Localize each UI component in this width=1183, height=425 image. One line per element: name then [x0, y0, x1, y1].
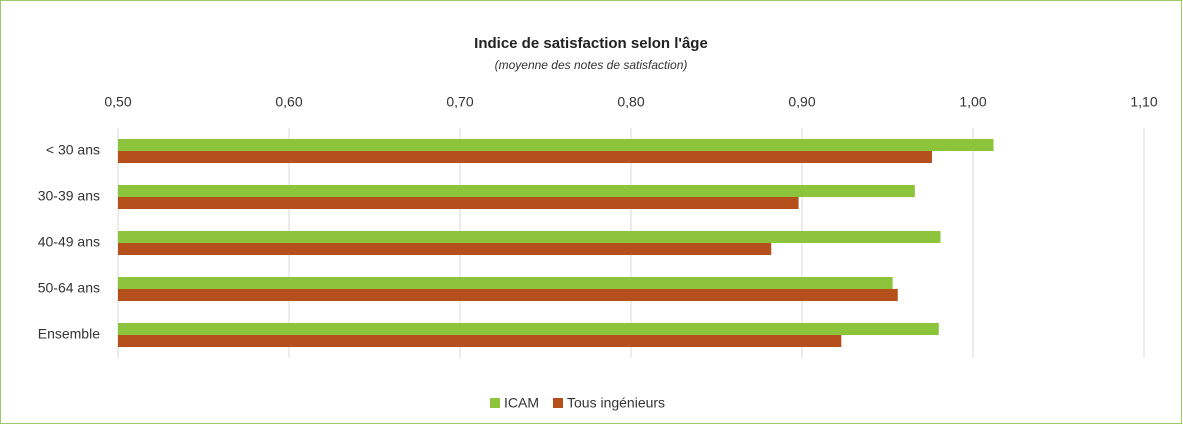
chart-subtitle: (moyenne des notes de satisfaction) — [495, 58, 688, 72]
legend-label: Tous ingénieurs — [567, 395, 665, 411]
bar — [118, 151, 932, 163]
legend-swatch — [553, 398, 563, 408]
bar — [118, 243, 772, 255]
x-tick-label: 0,50 — [104, 94, 131, 110]
bar — [118, 197, 799, 209]
x-tick-label: 0,90 — [788, 94, 815, 110]
y-tick-label: < 30 ans — [46, 142, 100, 158]
bar — [118, 139, 994, 151]
bar — [118, 277, 893, 289]
chart-title: Indice de satisfaction selon l'âge — [474, 35, 708, 52]
x-tick-label: 1,10 — [1130, 94, 1157, 110]
y-tick-label: 40-49 ans — [38, 234, 100, 250]
x-tick-label: 0,70 — [446, 94, 473, 110]
x-tick-label: 1,00 — [959, 94, 986, 110]
bar — [118, 323, 939, 335]
legend-swatch — [490, 398, 500, 408]
x-tick-label: 0,60 — [275, 94, 302, 110]
y-tick-label: 50-64 ans — [38, 280, 100, 296]
bar — [118, 231, 941, 243]
y-tick-label: Ensemble — [38, 326, 100, 342]
bar — [118, 335, 842, 347]
bar — [118, 289, 898, 301]
y-tick-label: 30-39 ans — [38, 188, 100, 204]
bar — [118, 185, 915, 197]
x-tick-label: 0,80 — [617, 94, 644, 110]
legend-label: ICAM — [504, 395, 539, 411]
